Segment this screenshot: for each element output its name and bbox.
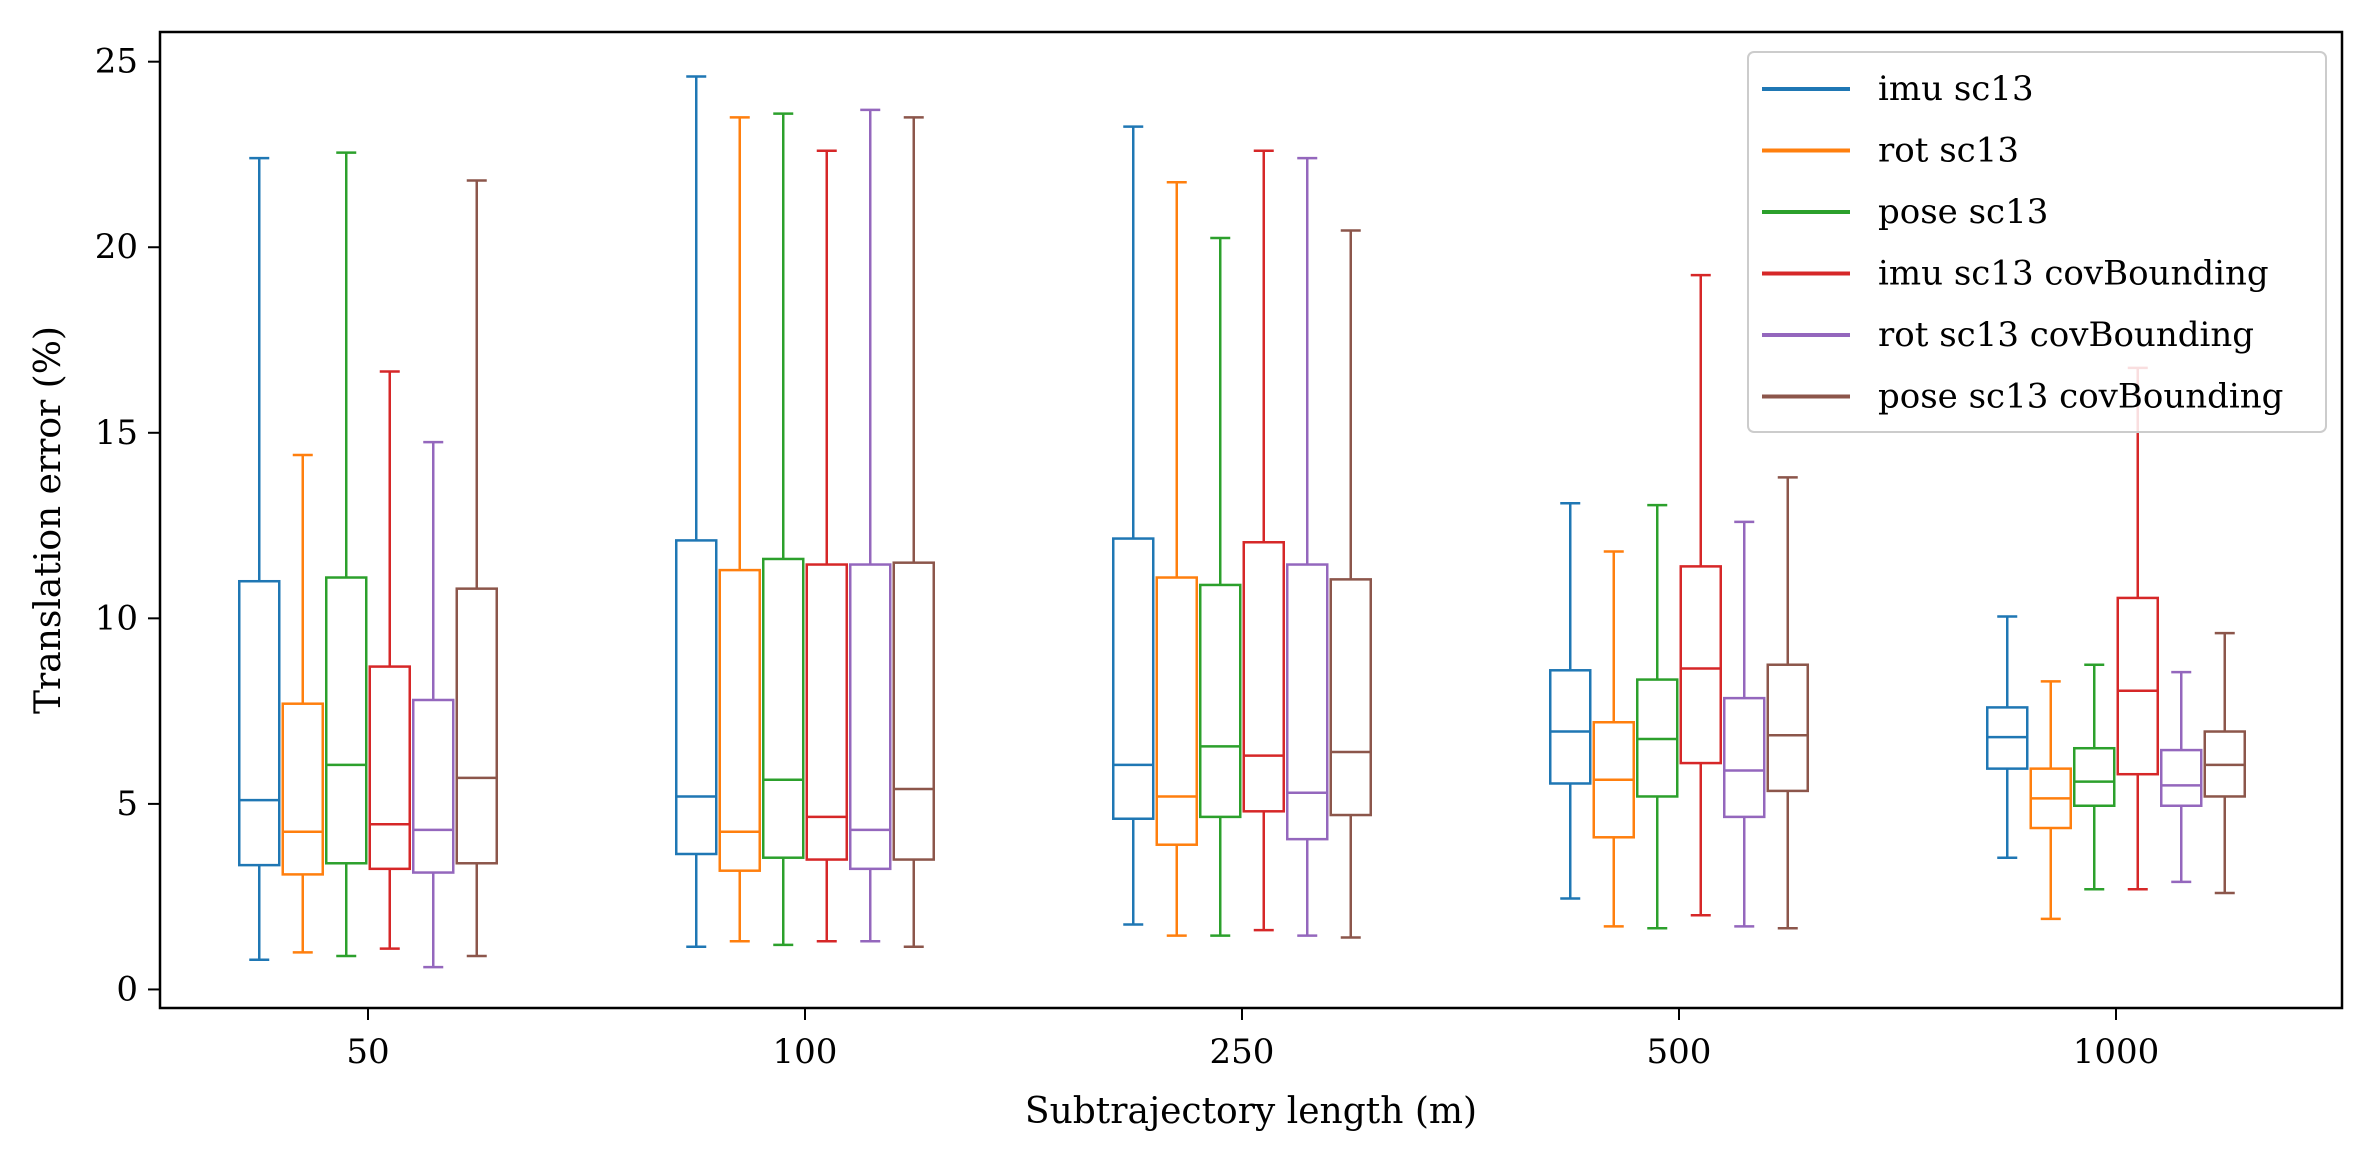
box-500-series-4 xyxy=(1679,273,1722,917)
legend-label-6: pose sc13 covBounding xyxy=(1878,377,2283,417)
box-500-series-2 xyxy=(1592,550,1635,928)
iqr-box xyxy=(1549,669,1592,785)
iqr-box xyxy=(325,576,368,865)
box-1000-series-1 xyxy=(1986,615,2029,859)
iqr-box xyxy=(805,563,848,861)
iqr-box xyxy=(2073,746,2116,807)
legend: imu sc13 rot sc13 pose sc13 imu sc13 covBou… xyxy=(1747,51,2327,433)
box-500-series-6 xyxy=(1766,476,1809,930)
axes xyxy=(158,30,2344,1010)
box-100-series-3 xyxy=(762,112,805,947)
x-tick-label-250: 250 xyxy=(1210,1032,1275,1072)
box-50-series-5 xyxy=(412,440,455,969)
iqr-box xyxy=(1155,576,1198,846)
y-tick-label-20: 20 xyxy=(95,227,138,267)
iqr-box xyxy=(892,561,935,861)
iqr-box xyxy=(2116,596,2159,776)
iqr-box xyxy=(1286,563,1329,841)
y-tick-label-10: 10 xyxy=(95,598,138,638)
y-tick-label-25: 25 xyxy=(95,42,138,82)
iqr-box xyxy=(455,587,498,865)
box-1000-series-6 xyxy=(2203,631,2246,895)
box-500-series-3 xyxy=(1636,503,1679,930)
box-1000-series-2 xyxy=(2029,680,2072,921)
iqr-box xyxy=(1329,578,1372,817)
iqr-box xyxy=(412,698,455,874)
box-250-series-2 xyxy=(1155,181,1198,937)
box-1000-series-3 xyxy=(2073,663,2116,891)
x-tick-label-100: 100 xyxy=(773,1032,838,1072)
box-50-series-4 xyxy=(368,370,411,950)
box-50-series-2 xyxy=(281,453,324,954)
box-250-series-1 xyxy=(1112,125,1155,926)
box-250-series-3 xyxy=(1199,236,1242,937)
series-2 xyxy=(281,116,2072,954)
iqr-box xyxy=(1199,583,1242,819)
iqr-box xyxy=(2160,748,2203,807)
y-axis-label: Translation error (%) xyxy=(28,326,69,714)
x-axis-label: Subtrajectory length (m) xyxy=(1025,1091,1477,1132)
series-6 xyxy=(455,116,2246,958)
iqr-box xyxy=(1766,663,1809,793)
series-1 xyxy=(238,75,2029,962)
plot-frame xyxy=(158,30,2344,1010)
legend-label-3: pose sc13 xyxy=(1878,192,2048,232)
box-50-series-6 xyxy=(455,179,498,958)
series-3 xyxy=(325,112,2116,958)
box-250-series-6 xyxy=(1329,229,1372,939)
box-100-series-5 xyxy=(849,108,892,943)
x-tick-label-1000: 1000 xyxy=(2073,1032,2160,1072)
box-100-series-6 xyxy=(892,116,935,949)
legend-frame xyxy=(1747,51,2327,433)
series-5 xyxy=(412,108,2203,969)
iqr-box xyxy=(675,539,718,856)
box-100-series-1 xyxy=(675,75,718,949)
x-tick-label-50: 50 xyxy=(346,1032,389,1072)
box-500-series-5 xyxy=(1723,520,1766,928)
plot-area xyxy=(238,75,2246,969)
iqr-box xyxy=(1723,696,1766,819)
box-50-series-3 xyxy=(325,151,368,958)
iqr-box xyxy=(1242,541,1285,813)
box-250-series-4 xyxy=(1242,149,1285,932)
box-100-series-4 xyxy=(805,149,848,943)
x-axis-ticks: 50 100 250 500 1000 xyxy=(346,1008,2159,1072)
iqr-box xyxy=(718,568,761,872)
x-tick-label-500: 500 xyxy=(1647,1032,1712,1072)
legend-label-5: rot sc13 covBounding xyxy=(1878,315,2254,355)
box-500-series-1 xyxy=(1549,502,1592,900)
iqr-box xyxy=(1112,537,1155,820)
iqr-box xyxy=(849,563,892,871)
series-4 xyxy=(368,149,2159,950)
y-tick-label-5: 5 xyxy=(116,784,138,824)
box-50-series-1 xyxy=(238,156,281,962)
legend-label-1: imu sc13 xyxy=(1878,69,2034,109)
box-250-series-5 xyxy=(1286,156,1329,937)
iqr-box xyxy=(281,702,324,876)
iqr-box xyxy=(238,579,281,867)
iqr-box xyxy=(762,557,805,859)
iqr-box xyxy=(1679,565,1722,765)
y-tick-label-0: 0 xyxy=(116,969,138,1009)
box-1000-series-5 xyxy=(2160,670,2203,884)
y-tick-label-15: 15 xyxy=(95,413,138,453)
iqr-box xyxy=(368,665,411,871)
box-100-series-2 xyxy=(718,116,761,943)
legend-label-2: rot sc13 xyxy=(1878,131,2019,171)
y-axis-ticks: 0 5 10 15 20 25 xyxy=(95,42,160,1009)
legend-label-4: imu sc13 covBounding xyxy=(1878,254,2269,294)
